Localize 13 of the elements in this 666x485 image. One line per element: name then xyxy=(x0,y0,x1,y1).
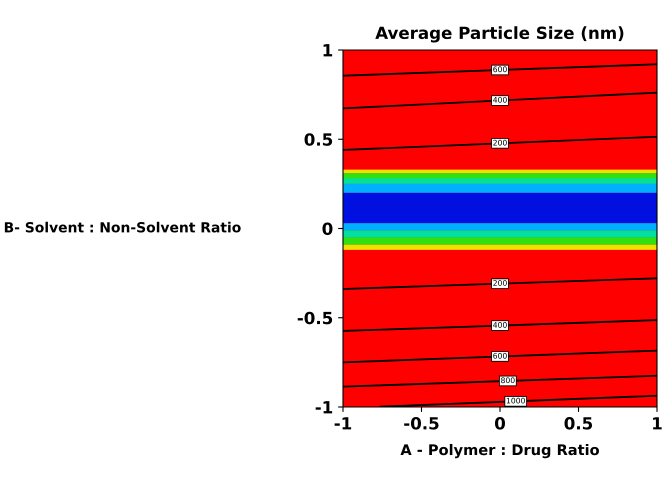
y-tick-label: 0 xyxy=(322,222,332,236)
x-axis-title: A - Polymer : Drug Ratio xyxy=(400,444,599,458)
y-tick-label: -0.5 xyxy=(298,312,332,324)
x-tick-label: 0 xyxy=(495,417,505,430)
y-tick-label: 1 xyxy=(324,44,332,56)
x-tick-label: -1 xyxy=(334,417,352,430)
y-axis-title: B- Solvent : Non-Solvent Ratio xyxy=(4,222,241,233)
y-tick-label: -1 xyxy=(316,401,332,414)
y-tick-label: 0.5 xyxy=(304,133,332,146)
chart-title: Average Particle Size (nm) xyxy=(375,26,624,42)
x-tick-label: 0.5 xyxy=(564,417,592,430)
x-tick-label: -0.5 xyxy=(404,417,439,430)
x-tick-label: 1 xyxy=(653,417,662,430)
